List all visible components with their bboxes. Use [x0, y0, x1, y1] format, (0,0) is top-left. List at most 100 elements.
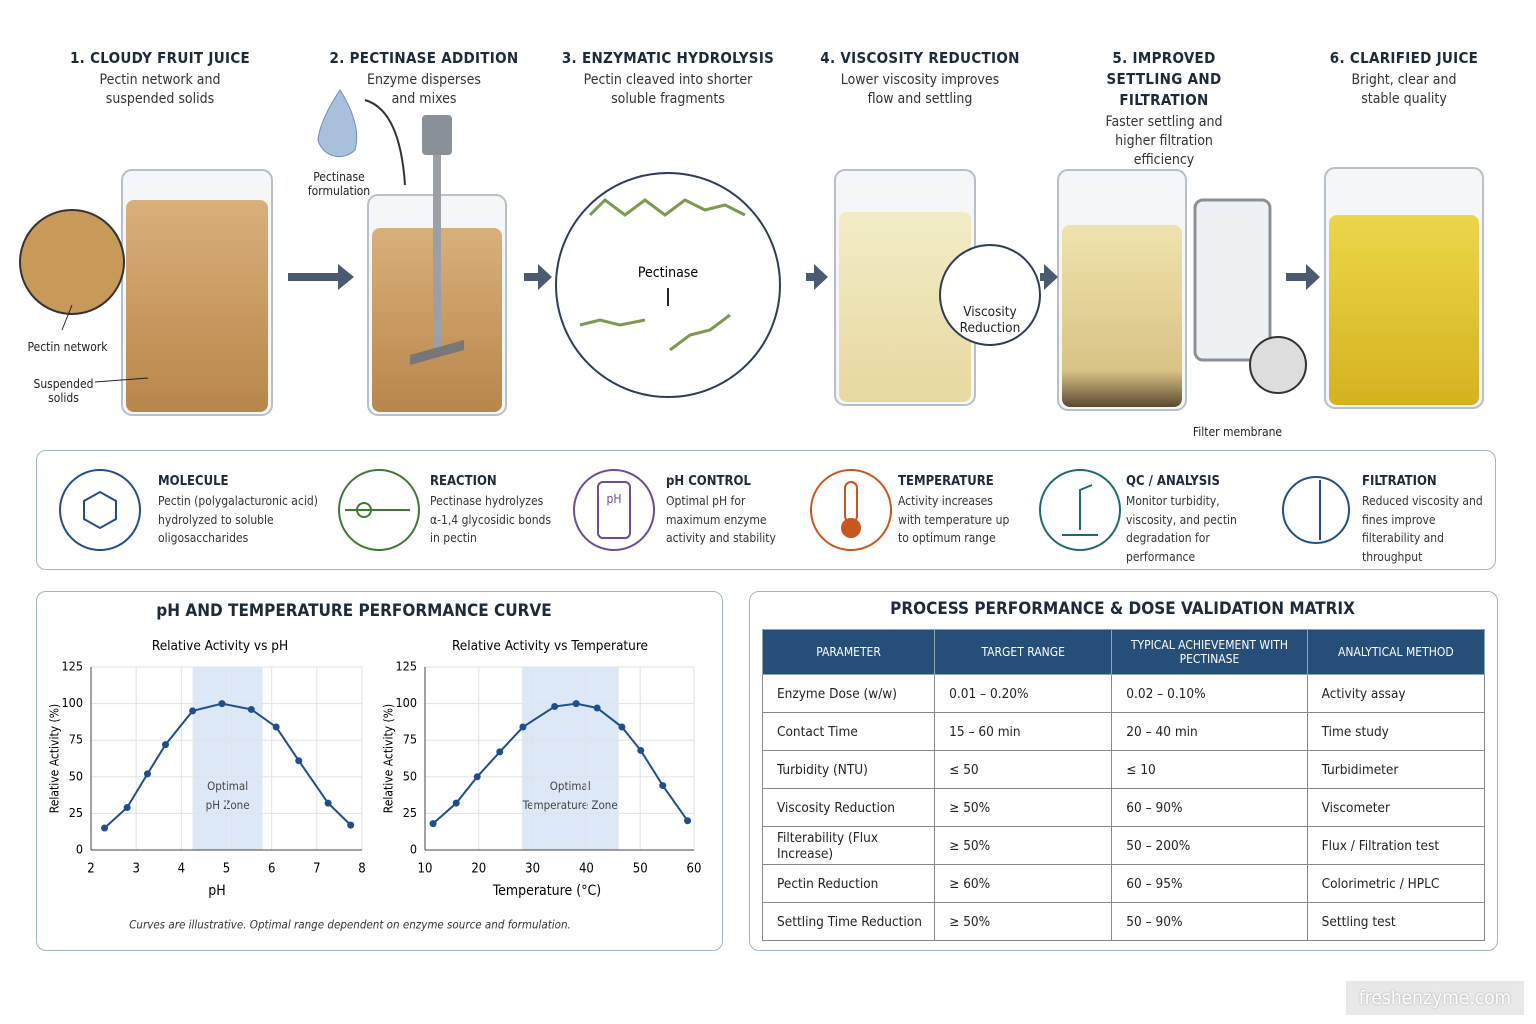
table-cell: Settling test — [1306, 902, 1486, 941]
data-point — [637, 746, 645, 754]
y-axis-label: Relative Activity (%) — [382, 704, 396, 813]
table-cell: Settling Time Reduction — [761, 902, 936, 941]
data-point — [659, 782, 667, 790]
data-point — [429, 820, 437, 828]
beaker-1 — [121, 169, 273, 416]
table-cell: 15 – 60 min — [934, 712, 1113, 751]
pectinase-label: Pectinase — [638, 265, 698, 281]
x-tick-label: 5 — [223, 862, 230, 877]
table-cell: Flux / Filtration test — [1306, 826, 1486, 865]
y-tick-label: 25 — [403, 805, 417, 820]
y-tick-label: 125 — [62, 659, 83, 674]
label: Pectinase formulation — [307, 170, 371, 198]
icon-text: pH — [607, 492, 622, 506]
header-cell: PARAMETER — [761, 629, 936, 675]
y-tick-label: 25 — [69, 805, 83, 820]
feature-description: Monitor turbidity, viscosity, and pectin… — [1126, 494, 1237, 564]
x-tick-label: 40 — [579, 862, 594, 877]
table-cell: ≥ 60% — [934, 864, 1113, 903]
feature: pH CONTROL Optimal pH for maximum enzyme … — [666, 474, 796, 548]
footnote: Curves are illustrative. Optimal range d… — [129, 918, 571, 932]
illustrations: Pectinase — [19, 89, 1484, 416]
data-point — [189, 707, 197, 715]
data-point — [347, 821, 355, 829]
watermark: freshenzyme.com — [1346, 981, 1524, 1015]
table-cell: Activity assay — [1306, 674, 1486, 713]
y-tick-label: 100 — [62, 695, 83, 710]
table-cell: 0.01 – 0.20% — [934, 674, 1113, 713]
table-cell: Time study — [1306, 712, 1486, 751]
step-description: Faster settling and higher filtration ef… — [1105, 114, 1223, 168]
data-point — [324, 799, 332, 807]
feature-description: Activity increases with temperature up t… — [898, 494, 1010, 545]
hydrolysis-circle — [555, 172, 781, 398]
data-point — [143, 770, 151, 778]
feature: MOLECULE Pectin (polygalacturonic acid) h… — [158, 474, 318, 548]
step: 6. CLARIFIED JUICE Bright, clear and stab… — [1289, 48, 1519, 109]
feature: QC / ANALYSIS Monitor turbidity, viscosit… — [1126, 474, 1266, 566]
y-tick-label: 0 — [410, 842, 417, 857]
header-cell: TARGET RANGE — [934, 629, 1113, 675]
step-description: Pectin cleaved into shorter soluble frag… — [583, 72, 753, 107]
label: Filter membrane — [1192, 425, 1283, 439]
data-point — [684, 817, 692, 825]
table-cell: 50 – 200% — [1111, 826, 1308, 865]
feature-title: pH CONTROL — [666, 474, 751, 489]
step-description: Enzyme disperses and mixes — [367, 72, 481, 107]
beaker-5 — [1057, 169, 1307, 411]
band-label-line: Temperature Zone — [522, 798, 618, 812]
y-tick-label: 100 — [396, 695, 417, 710]
step-description: Bright, clear and stable quality — [1351, 72, 1457, 107]
data-point — [593, 704, 601, 712]
x-axis-label: pH — [208, 883, 225, 899]
x-tick-label: 20 — [471, 862, 486, 877]
step: 5. IMPROVED SETTLING AND FILTRATION Faste… — [1049, 48, 1279, 170]
x-tick-label: 4 — [178, 862, 185, 877]
table-cell: ≥ 50% — [934, 902, 1113, 941]
feature-description: Pectinase hydrolyzes α-1,4 glycosidic bo… — [430, 494, 552, 545]
table-cell: 20 – 40 min — [1111, 712, 1308, 751]
feature: FILTRATION Reduced viscosity and fines im… — [1362, 474, 1487, 566]
table-cell: Pectin Reduction — [761, 864, 936, 903]
feature-icons: pH — [59, 469, 1350, 551]
band-label: Optimal pH Zone — [206, 779, 250, 812]
table-cell: 60 – 90% — [1111, 788, 1308, 827]
beaker-6 — [1324, 167, 1484, 409]
feature-title: FILTRATION — [1362, 474, 1437, 489]
table-cell: Filterability (Flux Increase) — [761, 826, 936, 865]
feature-title: REACTION — [430, 474, 497, 489]
feature-description: Reduced viscosity and fines improve filt… — [1362, 494, 1483, 564]
label: Viscosity Reduction — [959, 304, 1021, 336]
x-tick-label: 10 — [418, 862, 433, 877]
label: Pectin network — [20, 340, 115, 354]
y-tick-label: 125 — [396, 659, 417, 674]
y-tick-label: 50 — [403, 768, 417, 783]
header-cell: TYPICAL ACHIEVEMENT WITH PECTINASE — [1111, 629, 1308, 675]
x-tick-label: 6 — [268, 862, 275, 877]
table-cell: ≤ 10 — [1111, 750, 1308, 789]
table-cell: 60 – 95% — [1111, 864, 1308, 903]
data-point — [551, 703, 559, 711]
data-point — [572, 700, 580, 708]
icons — [59, 469, 1350, 551]
beaker-2 — [317, 89, 507, 416]
table-row: Contact Time 15 – 60 min 20 – 40 min Time s… — [761, 712, 1486, 751]
x-tick-label: 2 — [87, 862, 94, 877]
y-tick-label: 75 — [403, 732, 417, 747]
data-point — [218, 700, 226, 708]
x-axis-label: Temperature (°C) — [492, 883, 601, 899]
header-cell: ANALYTICAL METHOD — [1306, 629, 1486, 675]
charts: pH AND TEMPERATURE PERFORMANCE CURVE Cur… — [48, 601, 702, 932]
label: Suspended solids — [33, 377, 94, 405]
x-tick-label: 50 — [633, 862, 648, 877]
data-point — [452, 799, 460, 807]
table-cell: ≥ 50% — [934, 826, 1113, 865]
band-label-line: pH Zone — [206, 798, 250, 812]
optimal-band — [192, 667, 263, 850]
table-cell: Colorimetric / HPLC — [1306, 864, 1486, 903]
table-cell: 50 – 90% — [1111, 902, 1308, 941]
band-label-line: Optimal — [550, 779, 591, 793]
step-title: 5. IMPROVED SETTLING AND FILTRATION — [1106, 49, 1222, 109]
table-cell: Contact Time — [761, 712, 936, 751]
flow-arrows — [288, 264, 1320, 290]
